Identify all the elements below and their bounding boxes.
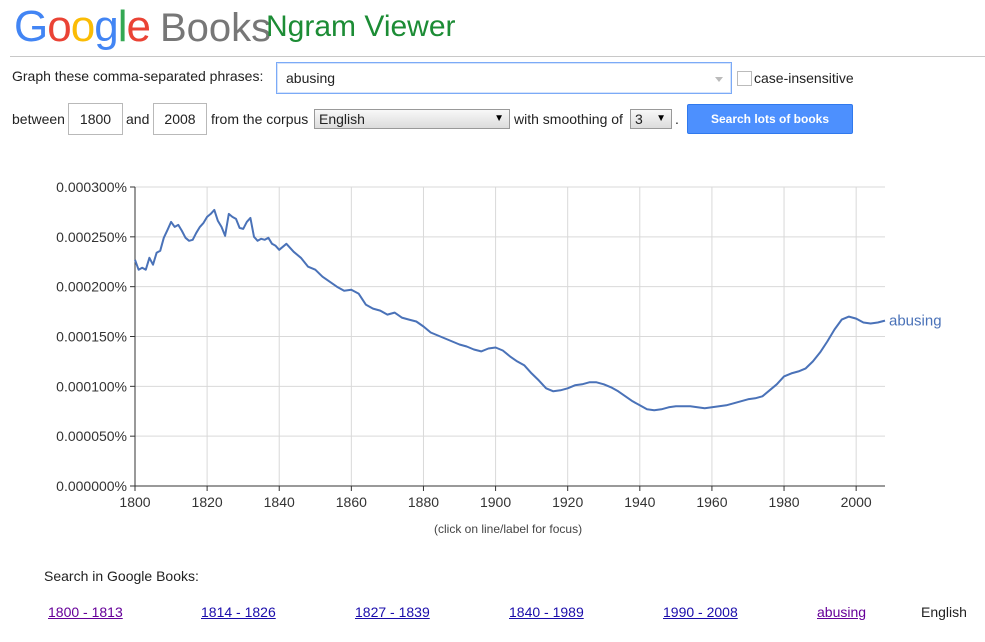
x-tick-label: 1840 [264, 494, 295, 510]
series-line-abusing[interactable] [134, 208, 886, 412]
x-tick-label: 1920 [552, 494, 583, 510]
y-tick-label: 0.000150% [56, 329, 127, 345]
chevron-down-icon[interactable] [715, 77, 723, 82]
x-tick-label: 1960 [696, 494, 727, 510]
corpus-select-value: English [319, 111, 365, 127]
x-tick-label: 1940 [624, 494, 655, 510]
range-link-3[interactable]: 1827 - 1839 [355, 604, 430, 620]
x-tick-label: 1800 [119, 494, 150, 510]
dropdown-arrow-icon: ▼ [494, 113, 504, 124]
chart-grid [135, 186, 885, 486]
x-tick-label: 2000 [841, 494, 872, 510]
x-tick-label: 1820 [192, 494, 223, 510]
ngram-chart: 0.000000% 0.000050% 0.000100% 0.000150% 0.00… [56, 179, 942, 510]
chart-note: (click on line/label for focus) [434, 522, 583, 536]
x-axis-ticks: 1800 1820 1840 1860 1880 1900 1920 1940 1960 1980… [119, 486, 872, 510]
phrases-input[interactable]: abusing [276, 62, 732, 94]
case-insensitive-checkbox[interactable] [737, 71, 752, 86]
corpus-select[interactable]: English ▼ [314, 109, 510, 129]
y-tick-label: 0.000100% [56, 378, 127, 394]
search-in-label: Search in Google Books: [44, 568, 199, 584]
range-link-2[interactable]: 1814 - 1826 [201, 604, 276, 620]
header-divider [10, 56, 985, 57]
smoothing-label: with smoothing of [514, 111, 623, 127]
phrases-input-value: abusing [286, 70, 336, 86]
chart-series: abusing [134, 208, 942, 412]
x-tick-label: 1860 [336, 494, 367, 510]
google-books-logo[interactable]: Google Books [14, 2, 271, 52]
year-end-input[interactable]: 2008 [153, 103, 207, 135]
y-axis-ticks: 0.000000% 0.000050% 0.000100% 0.000150% 0.00… [56, 179, 135, 494]
x-tick-label: 1900 [480, 494, 511, 510]
dropdown-arrow-icon: ▼ [656, 113, 666, 124]
search-button[interactable]: Search lots of books [687, 104, 853, 134]
y-tick-label: 0.000300% [56, 179, 127, 195]
smoothing-period: . [675, 111, 679, 127]
x-tick-label: 1980 [768, 494, 799, 510]
year-start-input[interactable]: 1800 [68, 103, 123, 135]
y-tick-label: 0.000050% [56, 428, 127, 444]
corpus-label: from the corpus [211, 111, 309, 127]
y-tick-label: 0.000250% [56, 229, 127, 245]
between-label: between [12, 111, 65, 127]
y-tick-label: 0.000000% [56, 478, 127, 494]
case-insensitive-label: case-insensitive [754, 70, 854, 86]
smoothing-select-value: 3 [635, 111, 643, 127]
range-link-5[interactable]: 1990 - 2008 [663, 604, 738, 620]
app-title: Ngram Viewer [266, 10, 456, 43]
smoothing-select[interactable]: 3 ▼ [630, 109, 672, 129]
chart-axes [134, 187, 885, 487]
books-logo-text: Books [159, 6, 272, 50]
range-link-1[interactable]: 1800 - 1813 [48, 604, 123, 620]
and-label: and [126, 111, 150, 127]
y-tick-label: 0.000200% [56, 279, 127, 295]
google-logo-text: Google [14, 2, 151, 51]
series-label-abusing[interactable]: abusing [889, 313, 942, 330]
phrases-label: Graph these comma-separated phrases: [12, 68, 264, 84]
phrase-link[interactable]: abusing [817, 604, 867, 620]
range-link-4[interactable]: 1840 - 1989 [509, 604, 584, 620]
corpus-text: English [921, 604, 967, 620]
x-tick-label: 1880 [408, 494, 439, 510]
